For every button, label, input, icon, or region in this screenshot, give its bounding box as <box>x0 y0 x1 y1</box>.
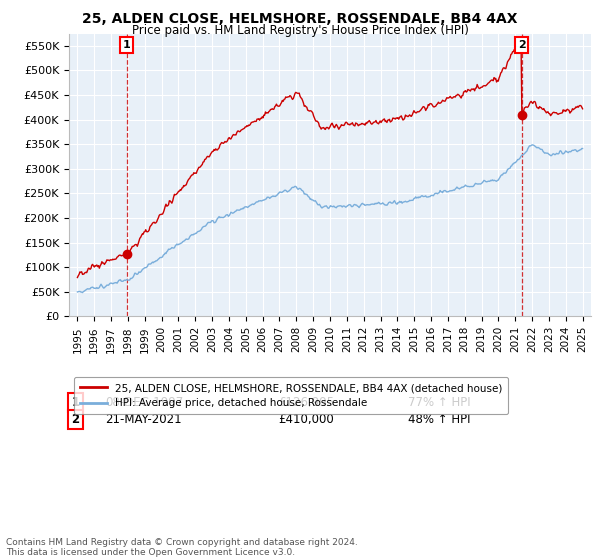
Legend: 25, ALDEN CLOSE, HELMSHORE, ROSSENDALE, BB4 4AX (detached house), HPI: Average p: 25, ALDEN CLOSE, HELMSHORE, ROSSENDALE, … <box>74 377 508 414</box>
Text: 2: 2 <box>71 413 79 426</box>
Text: 77% ↑ HPI: 77% ↑ HPI <box>409 396 471 409</box>
Text: 1: 1 <box>123 40 131 50</box>
Text: 2: 2 <box>518 40 526 50</box>
Text: 25, ALDEN CLOSE, HELMSHORE, ROSSENDALE, BB4 4AX: 25, ALDEN CLOSE, HELMSHORE, ROSSENDALE, … <box>82 12 518 26</box>
Text: Contains HM Land Registry data © Crown copyright and database right 2024.
This d: Contains HM Land Registry data © Crown c… <box>6 538 358 557</box>
Text: £126,995: £126,995 <box>278 396 334 409</box>
Text: £410,000: £410,000 <box>278 413 334 426</box>
Text: 21-MAY-2021: 21-MAY-2021 <box>106 413 182 426</box>
Text: 48% ↑ HPI: 48% ↑ HPI <box>409 413 471 426</box>
Text: 1: 1 <box>71 396 79 409</box>
Text: 08-DEC-1997: 08-DEC-1997 <box>106 396 184 409</box>
Text: Price paid vs. HM Land Registry's House Price Index (HPI): Price paid vs. HM Land Registry's House … <box>131 24 469 37</box>
